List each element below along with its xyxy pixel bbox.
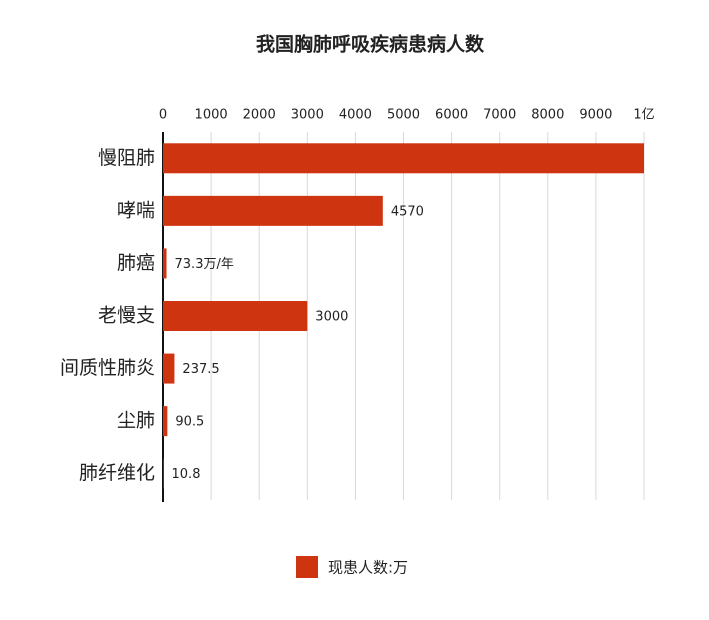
x-tick-label: 7000 [483,108,516,123]
y-tick-label: 哮喘 [117,199,155,221]
bar [163,248,167,279]
x-tick-label: 2000 [243,108,276,123]
legend-label: 现患人数:万 [328,559,408,577]
bar [163,353,175,384]
chart-title: 我国胸肺呼吸疾病患病人数 [256,33,485,56]
value-label: 10.8 [172,467,201,482]
bar [163,301,308,331]
y-tick-label: 肺纤维化 [79,462,155,484]
value-label: 3000 [315,310,348,325]
value-label: 73.3万/年 [175,257,234,272]
value-label: 237.5 [182,362,219,377]
value-label: 4570 [391,204,424,219]
x-tick-label: 1亿 [633,108,654,123]
bar [163,458,164,489]
x-tick-label: 1000 [195,108,228,123]
y-tick-label: 肺癌 [117,252,155,274]
bar [163,143,644,174]
y-tick-label: 间质性肺炎 [60,357,155,379]
bar [163,195,383,226]
y-tick-label: 尘肺 [117,410,155,432]
x-tick-label: 6000 [435,108,468,123]
x-tick-label: 4000 [339,108,372,123]
legend-swatch [296,556,318,578]
bar [163,406,168,437]
x-tick-label: 8000 [531,108,564,123]
x-tick-label: 3000 [291,108,324,123]
x-tick-label: 0 [159,108,167,123]
x-tick-label: 9000 [579,108,612,123]
y-tick-label: 慢阻肺 [98,147,155,169]
value-label: 90.5 [175,415,204,430]
y-tick-label: 老慢支 [98,305,155,327]
x-tick-label: 5000 [387,108,420,123]
